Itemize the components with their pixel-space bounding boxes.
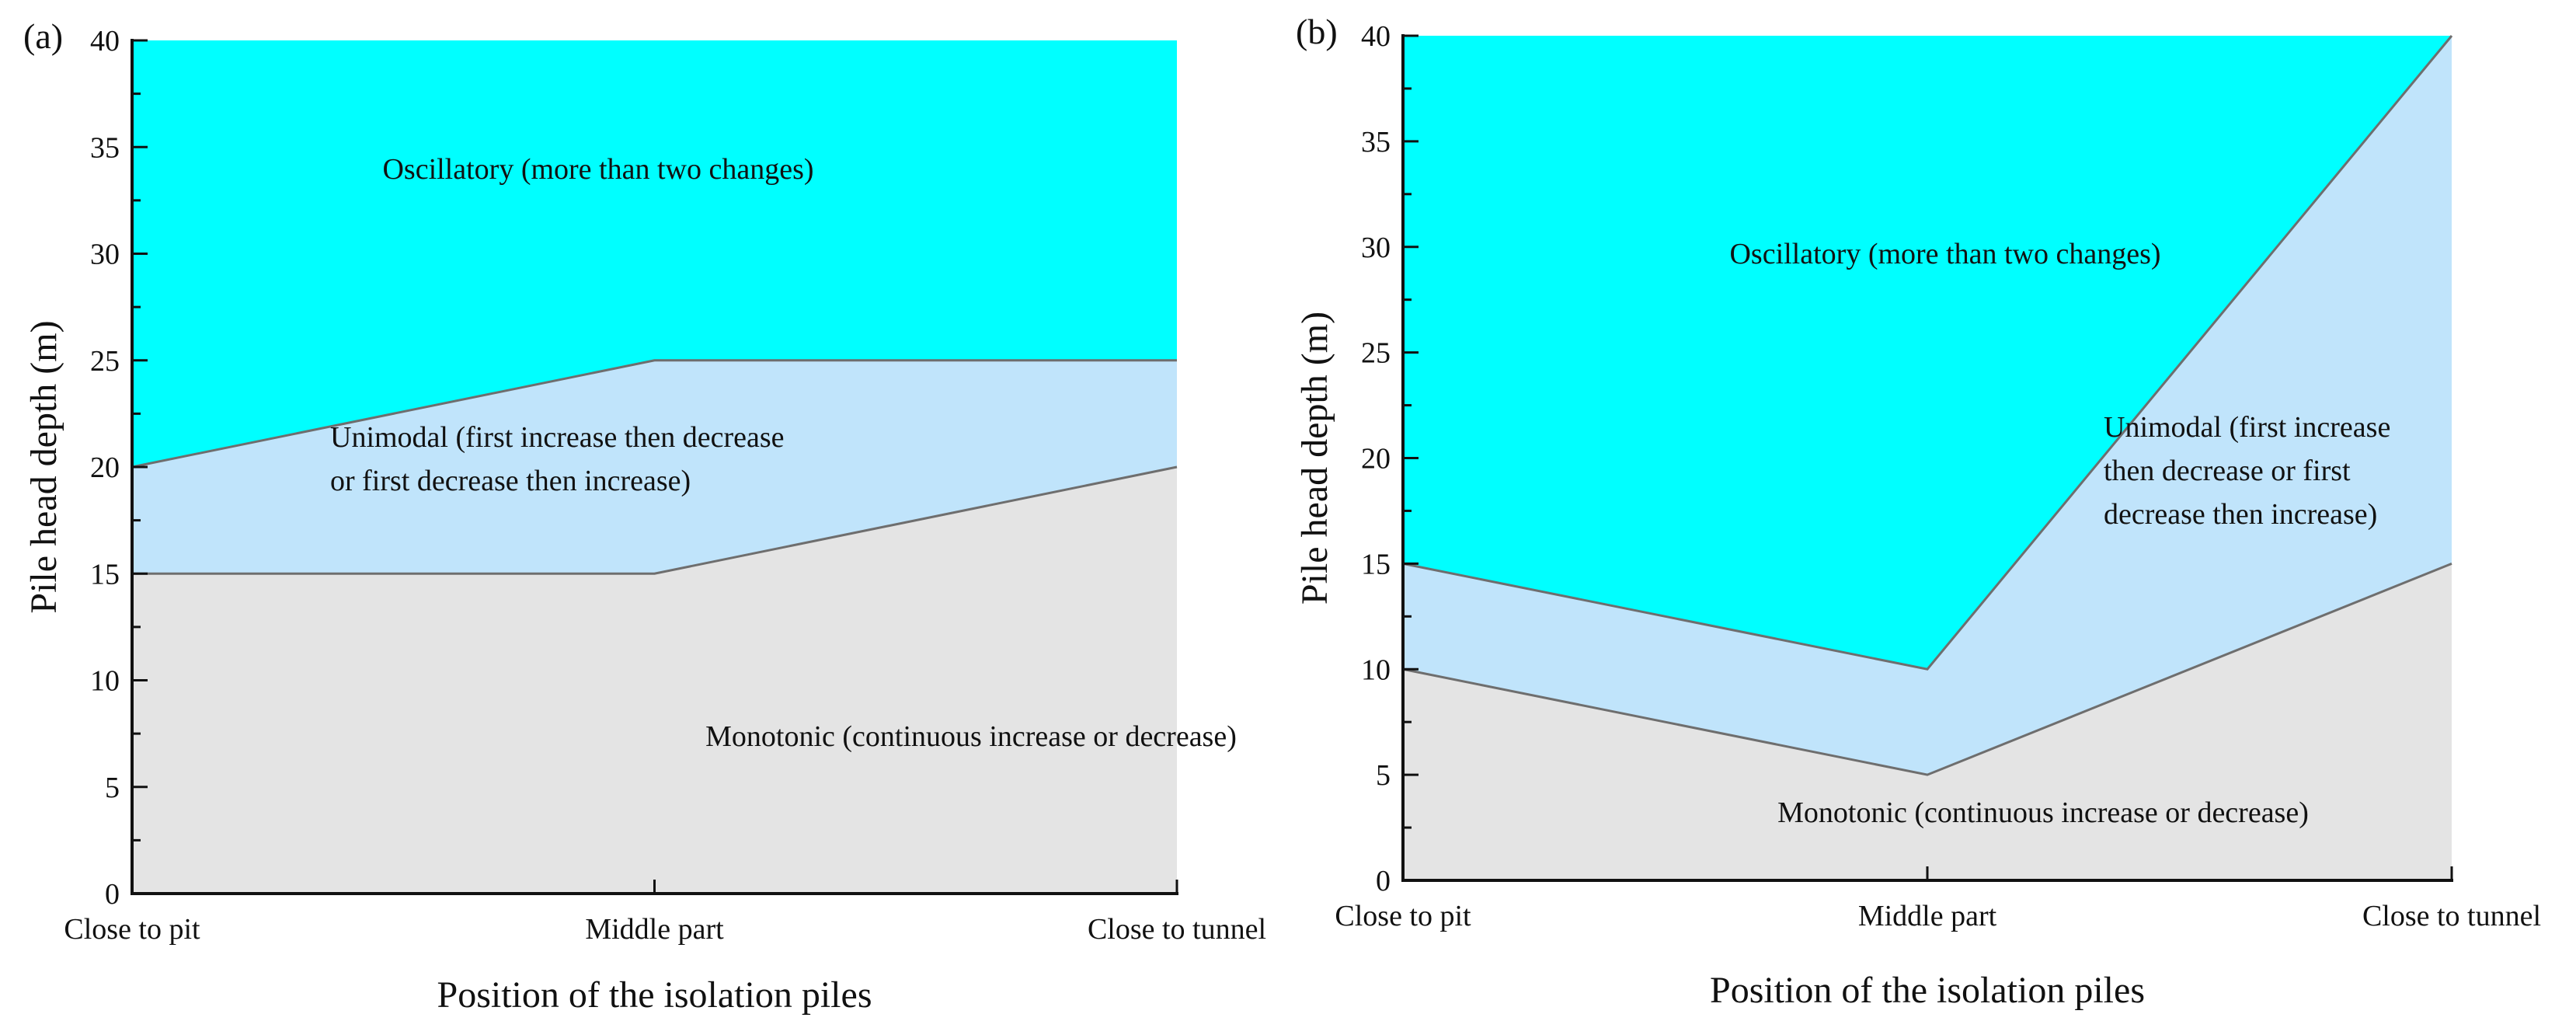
area-oscillatory [1403, 36, 2452, 670]
y-tick-label: 35 [90, 131, 120, 164]
region-label-unimodal: then decrease or first [2104, 455, 2351, 487]
x-tick-label: Middle part [1858, 900, 1997, 932]
y-tick-label: 10 [90, 665, 120, 698]
panel-b: 0 5 10 15 20 25 30 35 40 Close to pit Middle part C… [1294, 12, 2541, 1011]
x-tick-label: Close to tunnel [2362, 900, 2541, 932]
region-label-unimodal: decrease then increase) [2104, 498, 2377, 531]
y-tick-label: 5 [1376, 759, 1391, 792]
x-axis-title: Position of the isolation piles [437, 974, 872, 1016]
panel-label: (a) [23, 16, 63, 56]
area-monotonic [1403, 563, 2452, 880]
region-label-oscillatory: Oscillatory (more than two changes) [1729, 238, 2160, 270]
boundary-line-monotonic_upper [1402, 562, 2452, 776]
boundary-line-unimodal_upper [1402, 35, 2453, 671]
x-tick-label: Close to pit [1335, 900, 1471, 932]
y-tick-label: 15 [90, 558, 120, 591]
y-tick-label: 20 [90, 451, 120, 484]
y-tick-label: 30 [90, 239, 120, 271]
y-tick-label: 20 [1361, 443, 1391, 476]
boundary-line-monotonic_upper [132, 465, 1178, 575]
x-axis-title: Position of the isolation piles [1710, 970, 2145, 1011]
panel-a: 0 5 10 15 20 25 30 35 40 Close to pit Middle part C… [23, 16, 1266, 1016]
y-tick-label: 35 [1361, 126, 1391, 159]
x-tick-label: Close to pit [64, 913, 200, 946]
region-label-unimodal: Unimodal (first increase [2104, 411, 2390, 444]
y-axis-title: Pile head depth (m) [1294, 312, 1335, 605]
panel-label: (b) [1296, 12, 1338, 51]
y-tick-label: 10 [1361, 653, 1391, 686]
y-tick-label: 25 [1361, 337, 1391, 370]
y-tick-label: 0 [105, 878, 120, 911]
boundary-line-unimodal_upper [131, 359, 1177, 469]
area-unimodal [1403, 36, 2452, 775]
y-tick-label: 25 [90, 345, 120, 378]
x-tick-label: Close to tunnel [1088, 913, 1266, 946]
y-tick-label: 15 [1361, 548, 1391, 580]
y-axis-title: Pile head depth (m) [23, 320, 64, 613]
y-tick-label: 40 [1361, 20, 1391, 53]
x-tick-label: Middle part [585, 913, 724, 946]
y-tick-label: 5 [105, 772, 120, 804]
region-label-monotonic: Monotonic (continuous increase or decrea… [1777, 796, 2309, 829]
y-tick-label: 0 [1376, 865, 1391, 897]
region-label-unimodal: or first decrease then increase) [330, 465, 691, 497]
y-tick-label: 40 [90, 25, 120, 57]
region-label-monotonic: Monotonic (continuous increase or decrea… [705, 720, 1237, 753]
region-label-unimodal: Unimodal (first increase then decrease [330, 421, 785, 454]
region-label-oscillatory: Oscillatory (more than two changes) [382, 153, 813, 186]
y-tick-label: 30 [1361, 232, 1391, 264]
